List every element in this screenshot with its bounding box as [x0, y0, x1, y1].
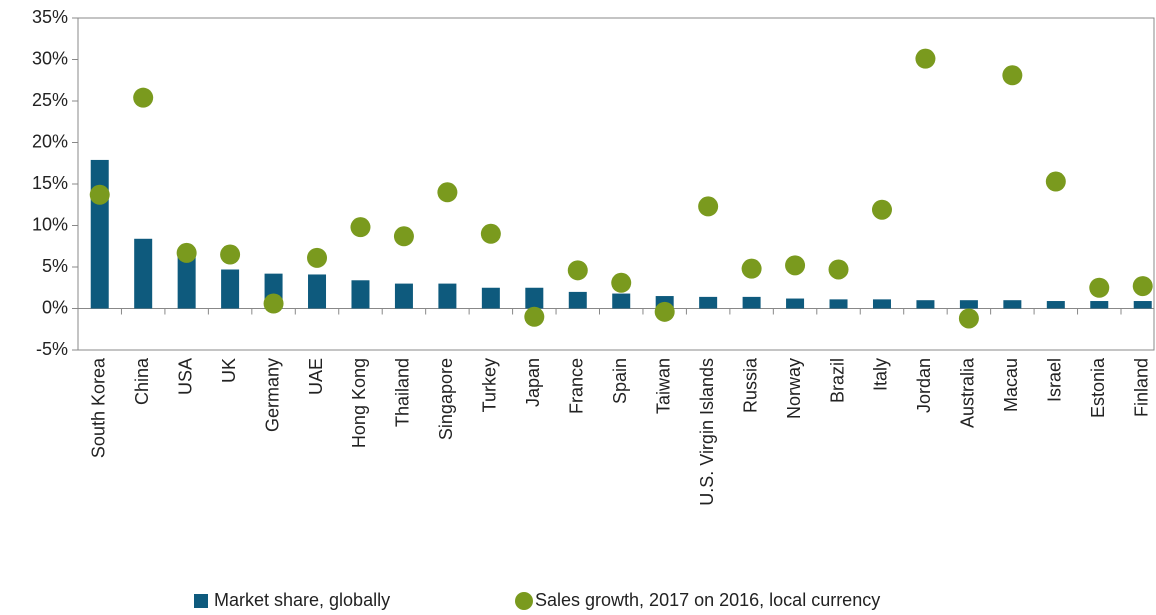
dot: [1045, 171, 1066, 192]
bar: [308, 274, 327, 309]
x-tick-label: Hong Kong: [349, 358, 369, 448]
x-tick-label: Finland: [1131, 358, 1151, 417]
dot: [1002, 65, 1023, 86]
bar: [1133, 301, 1152, 309]
x-tick-label: Israel: [1045, 358, 1065, 402]
dot: [915, 48, 936, 69]
bar: [1046, 301, 1065, 309]
bar: [1090, 301, 1109, 309]
x-tick-label: Russia: [740, 357, 760, 413]
legend-label: Sales growth, 2017 on 2016, local curren…: [535, 590, 880, 610]
y-tick-label: 0%: [42, 297, 68, 317]
x-tick-label: Japan: [523, 358, 543, 407]
legend-swatch: [194, 594, 208, 608]
legend-swatch: [515, 592, 533, 610]
dot: [437, 182, 458, 203]
dot: [307, 247, 328, 268]
dot: [350, 217, 371, 238]
bar: [959, 300, 978, 309]
dot: [828, 259, 849, 280]
dot: [263, 293, 284, 314]
x-tick-label: Taiwan: [653, 358, 673, 414]
x-tick-label: Singapore: [436, 358, 456, 440]
legend-label: Market share, globally: [214, 590, 390, 610]
dot: [611, 272, 632, 293]
dot: [1089, 277, 1110, 298]
x-tick-label: Norway: [784, 358, 804, 419]
y-tick-label: -5%: [36, 339, 68, 359]
dot: [220, 244, 241, 265]
bar: [481, 287, 500, 309]
y-tick-label: 10%: [32, 214, 68, 234]
bar: [438, 283, 457, 309]
y-tick-label: 25%: [32, 90, 68, 110]
y-tick-label: 15%: [32, 173, 68, 193]
x-tick-label: China: [132, 357, 152, 405]
x-tick-label: Spain: [610, 358, 630, 404]
bar: [829, 299, 848, 309]
bar: [525, 287, 544, 309]
dot: [176, 242, 197, 263]
dot: [698, 196, 719, 217]
bar: [351, 280, 370, 309]
bar: [221, 269, 240, 309]
x-tick-label: Australia: [958, 357, 978, 428]
dot: [480, 223, 501, 244]
dot: [567, 260, 588, 281]
dot: [958, 308, 979, 329]
x-tick-label: Brazil: [827, 358, 847, 403]
x-tick-label: Estonia: [1088, 357, 1108, 418]
x-tick-label: Thailand: [393, 358, 413, 427]
x-tick-label: UAE: [306, 358, 326, 395]
dot: [1132, 276, 1153, 297]
bar: [134, 238, 153, 309]
x-tick-label: UK: [219, 358, 239, 383]
bar: [90, 159, 109, 309]
x-tick-label: Macau: [1001, 358, 1021, 412]
dot: [89, 184, 110, 205]
bar: [742, 296, 761, 309]
dot: [524, 306, 545, 327]
x-tick-label: USA: [175, 358, 195, 395]
x-tick-label: Germany: [262, 358, 282, 432]
dot: [741, 258, 762, 279]
dot: [871, 199, 892, 220]
y-tick-label: 20%: [32, 131, 68, 151]
dot: [393, 226, 414, 247]
bar: [916, 300, 935, 309]
y-tick-label: 35%: [32, 7, 68, 27]
x-tick-label: U.S. Virgin Islands: [697, 358, 717, 506]
bar: [1003, 300, 1022, 309]
dot: [133, 87, 154, 108]
x-tick-label: France: [567, 358, 587, 414]
dot: [654, 301, 675, 322]
x-tick-label: South Korea: [88, 357, 108, 458]
bar: [699, 296, 718, 309]
bar: [612, 293, 631, 309]
bar: [177, 254, 196, 309]
x-tick-label: Italy: [871, 358, 891, 391]
y-tick-label: 30%: [32, 48, 68, 68]
y-tick-label: 5%: [42, 256, 68, 276]
bar: [394, 283, 413, 309]
x-tick-label: Jordan: [914, 358, 934, 413]
dot: [785, 255, 806, 276]
x-tick-label: Turkey: [480, 358, 500, 412]
bar: [872, 299, 891, 309]
bar: [568, 291, 587, 309]
bar: [786, 298, 805, 309]
